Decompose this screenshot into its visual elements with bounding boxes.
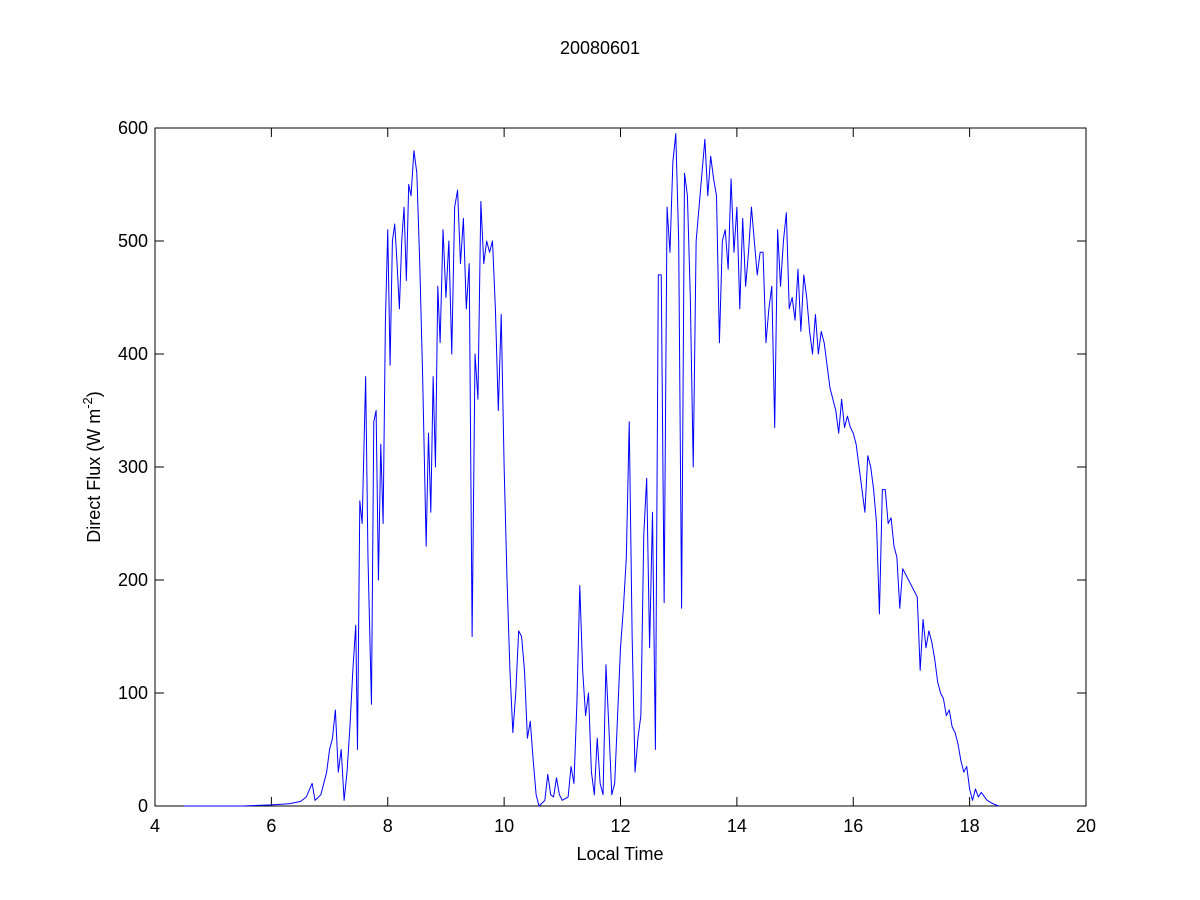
y-tick-label: 400 (118, 344, 148, 364)
axes-box (154, 127, 1087, 807)
data-line (184, 133, 999, 807)
y-axis-label-part: Direct Flux (W m (84, 409, 104, 543)
y-axis-label-part: ) (84, 391, 104, 397)
x-tick-label: 18 (960, 816, 980, 836)
x-axis-label: Local Time (576, 844, 663, 864)
x-tick-label: 14 (727, 816, 747, 836)
y-tick-label: 200 (118, 570, 148, 590)
y-axis-label-superscript: -2 (80, 397, 95, 409)
y-tick-label: 500 (118, 231, 148, 251)
x-tick-label: 16 (843, 816, 863, 836)
y-tick-label: 0 (138, 796, 148, 816)
x-tick-label: 8 (383, 816, 393, 836)
x-tick-label: 6 (266, 816, 276, 836)
y-tick-label: 600 (118, 118, 148, 138)
x-tick-label: 10 (494, 816, 514, 836)
x-tick-label: 12 (610, 816, 630, 836)
y-tick-label: 100 (118, 683, 148, 703)
x-tick-label: 4 (150, 816, 160, 836)
chart-title: 20080601 (560, 38, 640, 58)
y-axis-label: Direct Flux (W m-2) (80, 391, 104, 543)
y-tick-label: 300 (118, 457, 148, 477)
x-tick-label: 20 (1076, 816, 1096, 836)
